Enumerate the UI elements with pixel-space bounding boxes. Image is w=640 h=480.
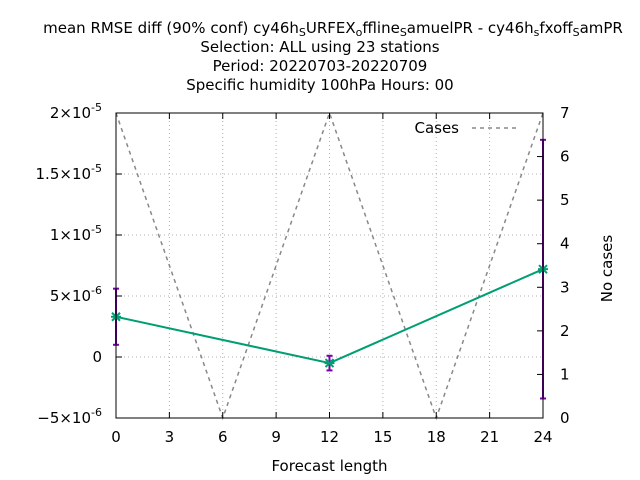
y-tick-label: 2×10-5	[50, 101, 102, 122]
x-tick-label: 18	[427, 428, 446, 446]
grid-lines	[116, 113, 543, 418]
title-text: amuelPR - cy46h	[406, 19, 534, 37]
y-tick-label-exponent: -5	[91, 223, 102, 236]
y-tick-label-exponent: -6	[91, 406, 102, 419]
y-tick-label-exponent: -5	[91, 162, 102, 175]
y2-tick-label: 6	[560, 148, 570, 166]
x-tick-label: 3	[165, 428, 175, 446]
title-subscript: S	[572, 26, 580, 39]
chart-title-line4: Specific humidity 100hPa Hours: 00	[186, 76, 454, 94]
title-subscript: s	[533, 26, 540, 39]
x-tick-label: 24	[533, 428, 552, 446]
y2-tick-label: 0	[560, 409, 570, 427]
y-tick-label: −5×10-6	[37, 406, 102, 427]
legend-label-cases: Cases	[414, 119, 459, 137]
y-tick-label-base: 0	[92, 348, 102, 366]
y2-tick-label: 3	[560, 278, 570, 296]
x-tick-label: 21	[480, 428, 499, 446]
title-text: amPR	[579, 19, 623, 37]
title-subscript: o	[355, 26, 363, 39]
rmse-diff-point	[324, 358, 335, 368]
x-axis-label: Forecast length	[271, 457, 387, 475]
x-tick-label: 9	[271, 428, 281, 446]
y2-axis-label: No cases	[598, 235, 616, 303]
chart-title-line3: Period: 20220703-20220709	[212, 57, 428, 75]
y-tick-label-exponent: -6	[91, 284, 102, 297]
y-tick-label: 0	[92, 348, 102, 366]
y-tick-label-base: 2×10	[50, 104, 91, 122]
y2-tick-label: 5	[560, 191, 570, 209]
y-tick-label: 5×10-6	[50, 284, 102, 305]
axis-ticks: 0 3 6 9 12 15 18 21 242×10-51.5×10-51×10-55×10-6…	[36, 101, 570, 446]
title-text: ffline	[362, 19, 400, 37]
y2-tick-label: 7	[560, 104, 570, 122]
y-tick-label: 1×10-5	[50, 223, 102, 244]
y-tick-label: 1.5×10-5	[36, 162, 102, 183]
y2-tick-label: 1	[560, 365, 570, 383]
title-subscript: S	[399, 26, 407, 39]
y2-tick-label: 2	[560, 322, 570, 340]
chart-title-line1: mean RMSE diff (90% conf) cy46hSURFEXoff…	[0, 19, 640, 39]
y-tick-label-exponent: -5	[91, 101, 102, 114]
y-tick-label-base: 5×10	[50, 287, 91, 305]
title-subscript: S	[298, 26, 306, 39]
y-tick-label-base: 1×10	[50, 226, 91, 244]
x-tick-label: 6	[218, 428, 228, 446]
chart-title-line2: Selection: ALL using 23 stations	[200, 38, 440, 56]
legend: Cases	[414, 119, 516, 137]
x-tick-label: 0	[111, 428, 121, 446]
title-text: URFEX	[305, 19, 356, 37]
y-tick-label-base: −5×10	[37, 409, 91, 427]
y2-tick-label: 4	[560, 235, 570, 253]
title-text: fxoff	[539, 19, 573, 37]
x-tick-label: 15	[373, 428, 392, 446]
y-tick-label-base: 1.5×10	[36, 165, 92, 183]
x-tick-label: 12	[320, 428, 339, 446]
title-text: mean RMSE diff (90% conf) cy46h	[43, 19, 299, 37]
